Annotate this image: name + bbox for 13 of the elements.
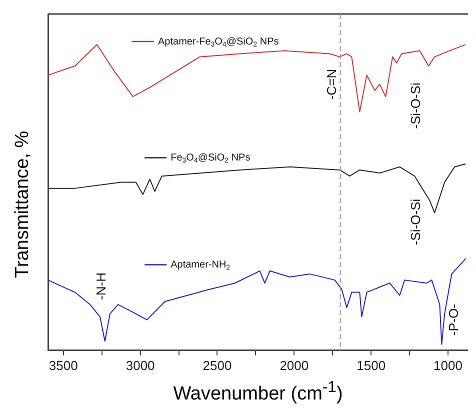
- annotation: -Si-O-Si: [408, 198, 424, 246]
- x-axis-title: Wavenumber (cm$^{-1}$): [172, 378, 344, 405]
- annotation: -Si-O-Si: [408, 82, 424, 129]
- y-axis-title: Transmittance, %: [12, 130, 34, 278]
- annotation: -P-O-: [446, 304, 462, 336]
- x-tick-label: 1000: [434, 358, 462, 373]
- x-tick-label: 1500: [356, 358, 386, 373]
- x-tick-label: 3500: [48, 358, 78, 373]
- x-tick-label: 2000: [280, 358, 309, 373]
- x-tick-label: 3000: [126, 358, 155, 373]
- x-tick-label: 2500: [202, 358, 232, 373]
- annotation: -C=N: [324, 68, 340, 100]
- annotation: -N-H: [93, 272, 108, 300]
